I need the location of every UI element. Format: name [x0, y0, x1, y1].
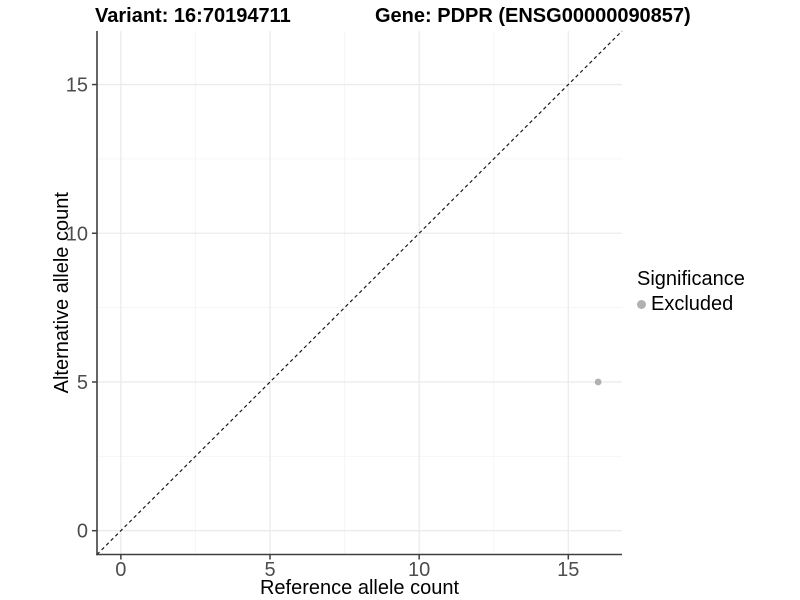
identity-line	[96, 30, 623, 555]
plot-title-gene: Gene: PDPR (ENSG00000090857)	[375, 5, 691, 27]
legend-entry-excluded: Excluded	[637, 293, 745, 316]
x-tick-label-0: 0	[115, 559, 126, 581]
y-tick-label-15: 15	[66, 75, 88, 97]
x-tick-label-5: 5	[264, 559, 275, 581]
x-axis-title: Reference allele count	[260, 577, 459, 599]
y-tick-label-0: 0	[77, 521, 88, 543]
y-tick-label-5: 5	[77, 372, 88, 394]
x-tick-label-10: 10	[408, 559, 430, 581]
legend: Significance Excluded	[637, 268, 745, 316]
legend-title: Significance	[637, 268, 745, 290]
y-tick-label-10: 10	[66, 223, 88, 245]
plot-title-variant: Variant: 16:70194711	[95, 5, 291, 27]
x-tick-label-15: 15	[557, 559, 579, 581]
data-point	[594, 378, 602, 386]
legend-point-icon	[637, 300, 646, 309]
y-axis-title: Alternative allele count	[51, 192, 73, 394]
legend-label-excluded: Excluded	[651, 293, 734, 315]
